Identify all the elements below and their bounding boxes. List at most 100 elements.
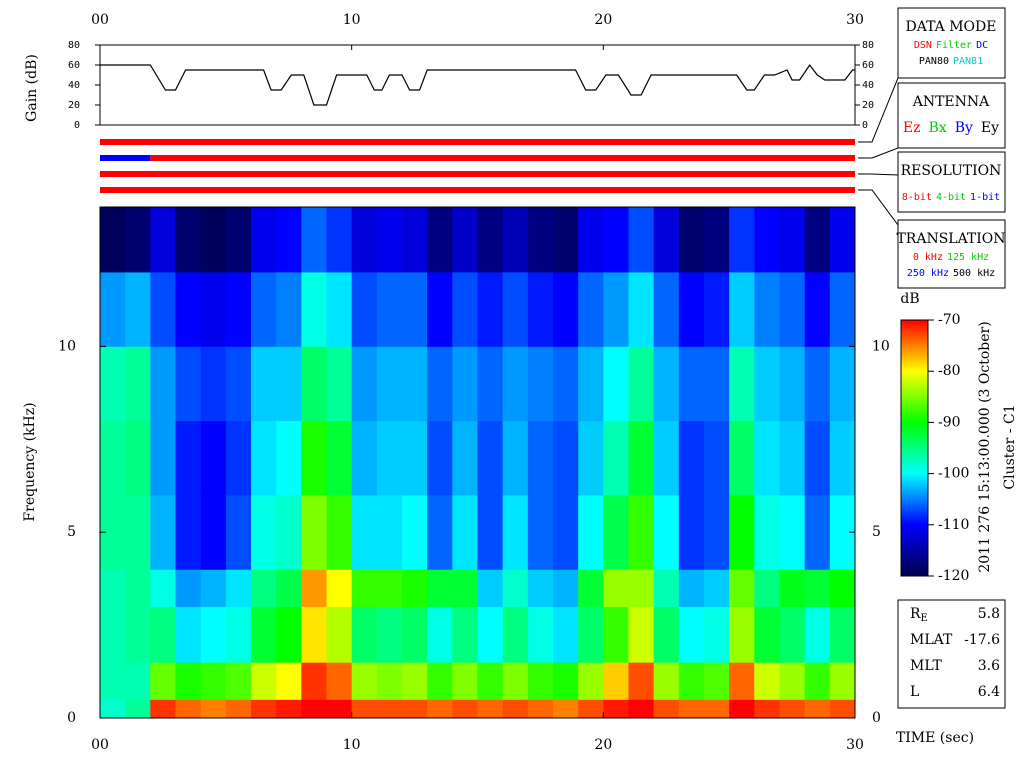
spectrogram-cell xyxy=(704,420,730,496)
spectrogram-cell xyxy=(527,420,554,496)
spectrogram-cell xyxy=(553,569,579,607)
y-tick-label: 20 xyxy=(862,100,874,111)
orbit-label-sub: E xyxy=(921,613,928,624)
spectrogram-cell xyxy=(301,662,327,700)
resolution-box xyxy=(897,151,1006,213)
spectrogram-cell xyxy=(150,207,176,273)
spectrogram-cell xyxy=(301,569,327,607)
spectrogram-cell xyxy=(100,699,126,719)
spectrogram-cell xyxy=(804,699,831,719)
spectrogram-cell xyxy=(704,207,730,273)
spectrogram-cell xyxy=(452,495,478,570)
x-tick-label: 10 xyxy=(343,737,361,753)
spectrogram-cell xyxy=(100,569,126,607)
orbit-label: L xyxy=(910,684,919,700)
spectrogram-cell xyxy=(653,699,680,719)
spectrogram-cell xyxy=(704,662,730,700)
spectrogram-cell xyxy=(653,346,680,422)
spectrogram-cell xyxy=(301,699,327,719)
spectrogram-cell xyxy=(829,606,856,663)
spectrogram-cell xyxy=(653,207,680,273)
spectrogram-cell xyxy=(251,207,277,273)
antenna-box xyxy=(897,82,1006,149)
spectrogram-cell xyxy=(150,662,176,700)
spectrogram-cell xyxy=(779,606,806,663)
spectrogram-cell xyxy=(402,606,428,663)
spectrogram-cell xyxy=(200,495,227,570)
spectrogram-cell xyxy=(376,662,403,700)
spectrogram-cell xyxy=(804,207,831,273)
mode-bar xyxy=(100,187,855,193)
spectrogram-cell xyxy=(678,207,705,273)
spectrogram-cell xyxy=(628,346,655,422)
spectrogram-cell xyxy=(427,699,453,719)
spectrogram-cell xyxy=(603,569,629,607)
spectrogram-cell xyxy=(502,495,529,570)
spectrogram-cell xyxy=(804,606,831,663)
spectrogram-cell xyxy=(502,346,529,422)
spacecraft-annotation: Cluster - C1 xyxy=(1002,404,1018,489)
spectrogram-cell xyxy=(829,207,856,273)
panel-row: DSN Filter DC xyxy=(914,40,988,51)
y-tick-label: 0 xyxy=(74,120,80,131)
spectrogram-cell xyxy=(175,606,202,663)
y-tick-label: 60 xyxy=(862,60,874,71)
x-tick-label: 10 xyxy=(343,12,361,28)
panel-item: Ez xyxy=(903,120,921,136)
orbit-label-main: MLAT xyxy=(910,632,953,648)
panel-item: 4-bit xyxy=(936,192,966,203)
y-tick-label: 40 xyxy=(68,80,80,91)
spectrogram-cell xyxy=(754,207,780,273)
spectrogram-cell xyxy=(553,699,579,719)
spectrogram-cell xyxy=(578,420,604,496)
spectrogram-cell xyxy=(402,207,428,273)
data-mode-box xyxy=(897,7,1006,79)
spectrogram-cell xyxy=(578,569,604,607)
spectrogram-cell xyxy=(175,346,202,422)
spectrogram-cell xyxy=(829,420,856,496)
spectrogram-cell xyxy=(553,662,579,700)
spectrogram-cell xyxy=(326,495,353,570)
spectrogram-cell xyxy=(754,495,780,570)
orbit-label: RE xyxy=(910,606,928,624)
gain-axis-title: Gain (dB) xyxy=(24,54,40,122)
orbit-value: -17.6 xyxy=(964,632,1000,648)
spectrogram-cell xyxy=(452,699,478,719)
spectrogram-cell xyxy=(729,662,755,700)
spectrogram-cell xyxy=(402,699,428,719)
y-tick-label: 10 xyxy=(872,338,890,354)
spectrogram-cell xyxy=(729,699,755,719)
spectrogram-cell xyxy=(704,346,730,422)
spectrogram-cell xyxy=(603,699,629,719)
spectrogram-cell xyxy=(427,606,453,663)
y-tick-label: 5 xyxy=(67,524,76,540)
spectrogram-cell xyxy=(175,699,202,719)
spectrogram-cell xyxy=(704,606,730,663)
spectrogram-cell xyxy=(276,699,302,719)
spectrogram-cell xyxy=(829,569,856,607)
spectrogram-cell xyxy=(125,272,151,347)
mode-bar xyxy=(100,155,151,161)
spectrogram-cell xyxy=(100,606,126,663)
spectrogram-cell xyxy=(578,606,604,663)
spectrogram-cell xyxy=(704,699,730,719)
spectrogram-cell xyxy=(678,569,705,607)
spectrogram-cell xyxy=(804,662,831,700)
y-tick-label: 80 xyxy=(862,40,874,51)
spectrogram-cell xyxy=(326,662,353,700)
spectrogram-cell xyxy=(276,495,302,570)
spectrogram-cell xyxy=(225,272,252,347)
translation-box xyxy=(897,219,1006,289)
spectrogram-cell xyxy=(477,606,504,663)
colorbar-tick-label: -100 xyxy=(938,466,969,482)
spectrogram-cell xyxy=(427,662,453,700)
spectrogram-cell xyxy=(779,699,806,719)
orbit-value: 6.4 xyxy=(978,684,1000,700)
spectrogram-cell xyxy=(251,495,277,570)
y-tick-label: 0 xyxy=(67,710,76,726)
spectrogram-cell xyxy=(276,662,302,700)
spectrogram-cell xyxy=(704,495,730,570)
spectrogram-cell xyxy=(804,420,831,496)
connector xyxy=(858,147,899,159)
colorbar-tick-label: -120 xyxy=(938,568,969,584)
